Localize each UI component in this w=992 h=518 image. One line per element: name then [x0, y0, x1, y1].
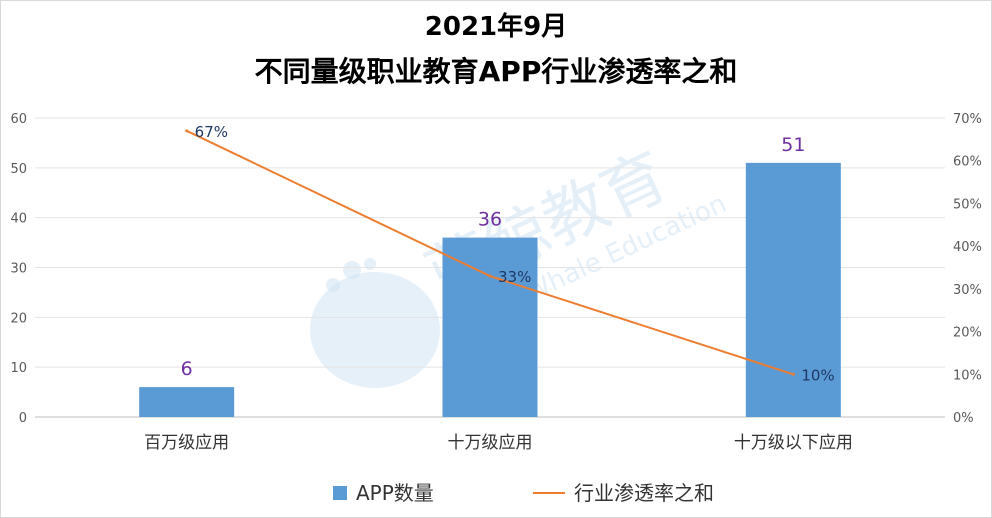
y-left-tick-label: 50	[10, 162, 27, 177]
y-axis-left: 0 10 20 30 40 50 60	[10, 112, 27, 426]
line-point-0	[185, 129, 189, 133]
y-right-tick-label: 10%	[953, 368, 982, 383]
y-right-tick-label: 20%	[953, 326, 982, 341]
line-point-2	[791, 372, 795, 376]
legend: APP数量 行业渗透率之和	[333, 481, 714, 505]
bar-value-label: 51	[781, 134, 805, 156]
legend-bar-label: APP数量	[356, 481, 434, 505]
y-left-tick-label: 20	[10, 311, 27, 326]
bar-value-label: 36	[478, 209, 502, 231]
x-category-label: 百万级应用	[144, 433, 229, 453]
y-right-tick-label: 0%	[953, 411, 974, 426]
y-left-tick-label: 0	[19, 411, 27, 426]
x-category-label: 十万级以下应用	[734, 433, 853, 453]
y-left-tick-label: 30	[10, 262, 27, 277]
y-left-tick-label: 60	[10, 112, 27, 127]
y-left-tick-label: 10	[10, 361, 27, 376]
y-axis-right: 0% 10% 20% 30% 40% 50% 60% 70%	[953, 112, 982, 426]
line-point-1	[488, 274, 492, 278]
y-right-tick-label: 60%	[953, 155, 982, 170]
line-labels: 67% 33% 10%	[195, 123, 835, 384]
bar-series	[139, 162, 841, 417]
line-value-label: 67%	[195, 123, 228, 141]
y-right-tick-label: 40%	[953, 240, 982, 255]
y-right-tick-label: 70%	[953, 112, 982, 127]
bar-labels: 6 36 51	[181, 134, 806, 380]
y-right-tick-label: 50%	[953, 197, 982, 212]
bar-value-label: 6	[181, 358, 193, 380]
bar-0	[139, 387, 235, 417]
line-value-label: 33%	[498, 268, 531, 286]
whale-logo-icon	[310, 272, 440, 388]
legend-bar-swatch	[333, 486, 347, 500]
line-value-label: 10%	[801, 366, 834, 384]
bar-1	[442, 237, 538, 417]
x-category-label: 十万级应用	[448, 433, 533, 453]
legend-line-label: 行业渗透率之和	[574, 481, 714, 505]
chart-title-line1: 2021年9月	[424, 12, 568, 42]
x-axis-categories: 百万级应用 十万级应用 十万级以下应用	[144, 433, 853, 453]
chart-title-line2: 不同量级职业教育APP行业渗透率之和	[254, 55, 738, 88]
y-left-tick-label: 40	[10, 212, 27, 227]
line-series	[185, 129, 795, 376]
y-right-tick-label: 30%	[953, 283, 982, 298]
